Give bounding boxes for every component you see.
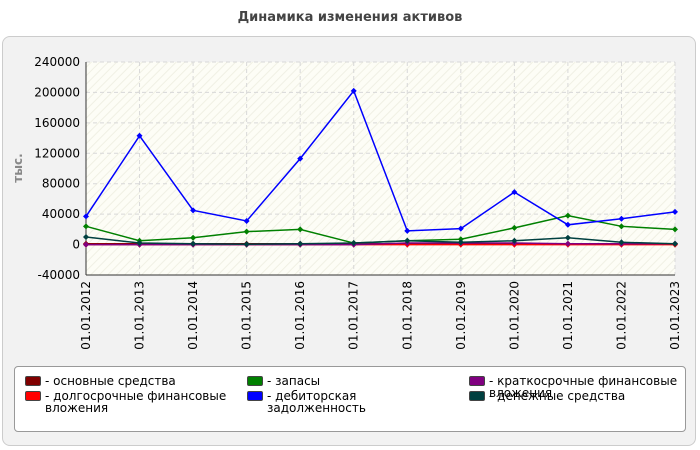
x-tick-label: 01.01.2019 — [454, 281, 468, 350]
data-point — [457, 239, 464, 246]
data-point — [404, 237, 411, 244]
legend-swatch — [469, 376, 485, 386]
legend-label: - краткосрочные финансовые вложения — [489, 374, 678, 400]
data-point — [564, 240, 571, 247]
legend-label: - запасы — [267, 374, 321, 388]
x-tick-label: 01.01.2021 — [561, 281, 575, 350]
data-point — [190, 234, 197, 241]
series-line — [86, 242, 675, 246]
legend-label: - денежные средства — [489, 389, 626, 403]
data-point — [297, 240, 304, 247]
x-tick-label: 01.01.2023 — [668, 281, 682, 350]
data-point — [564, 221, 571, 228]
data-point — [136, 132, 143, 139]
series-line — [85, 236, 676, 245]
legend-label: - дебиторская задолженность — [267, 389, 366, 415]
legend-swatch — [247, 376, 263, 386]
data-point — [511, 224, 518, 231]
data-point — [83, 223, 89, 230]
legend: - основные средства - долгосрочные финанс… — [14, 366, 686, 432]
x-tick-label: 01.01.2017 — [347, 281, 361, 350]
data-point — [136, 240, 143, 247]
x-tick-label: 01.01.2016 — [293, 281, 307, 350]
series-line — [85, 89, 676, 232]
data-point — [83, 241, 89, 248]
data-point — [618, 223, 625, 230]
y-axis-label: тыс. — [11, 153, 25, 182]
data-point — [243, 228, 250, 235]
y-tick-label: 240000 — [34, 55, 80, 69]
data-point — [243, 217, 250, 224]
data-point — [511, 237, 518, 244]
data-point — [297, 155, 304, 162]
data-point — [83, 213, 89, 220]
data-point — [672, 226, 678, 233]
x-tick-label: 01.01.2014 — [186, 281, 200, 350]
x-tick-label: 01.01.2013 — [133, 281, 147, 350]
data-point — [83, 233, 89, 240]
data-point — [457, 236, 464, 243]
y-tick-label: 120000 — [34, 146, 80, 160]
y-tick-label: 200000 — [34, 85, 80, 99]
y-tick-label: -40000 — [37, 268, 80, 282]
x-tick-label: 01.01.2015 — [240, 281, 254, 350]
legend-swatch — [247, 391, 263, 401]
legend-label: - долгосрочные финансовые вложения — [45, 389, 227, 415]
legend-swatch — [25, 376, 41, 386]
data-point — [672, 208, 678, 215]
data-point — [350, 240, 357, 247]
y-tick-label: 40000 — [42, 207, 80, 221]
chart-title: Динамика изменения активов — [237, 10, 463, 25]
data-point — [618, 215, 625, 222]
y-tick-label: 80000 — [42, 177, 80, 191]
data-point — [511, 189, 518, 196]
data-point — [243, 241, 250, 248]
x-tick-label: 01.01.2020 — [507, 281, 521, 350]
data-point — [457, 225, 464, 232]
data-point — [297, 226, 304, 233]
legend-swatch — [25, 391, 41, 401]
x-tick-label: 01.01.2018 — [400, 281, 414, 350]
data-point — [190, 240, 197, 247]
legend-swatch — [469, 391, 485, 401]
data-point — [564, 234, 571, 241]
plot-area — [86, 62, 675, 275]
data-point — [190, 207, 197, 214]
data-point — [672, 240, 678, 247]
x-tick-label: 01.01.2022 — [614, 281, 628, 350]
data-point — [350, 87, 357, 94]
data-point — [564, 212, 571, 219]
data-point — [404, 227, 411, 234]
data-point — [618, 239, 625, 246]
y-tick-label: 0 — [72, 238, 80, 252]
legend-label: - основные средства — [45, 374, 176, 388]
y-tick-label: 160000 — [34, 116, 80, 130]
x-tick-label: 01.01.2012 — [79, 281, 93, 350]
